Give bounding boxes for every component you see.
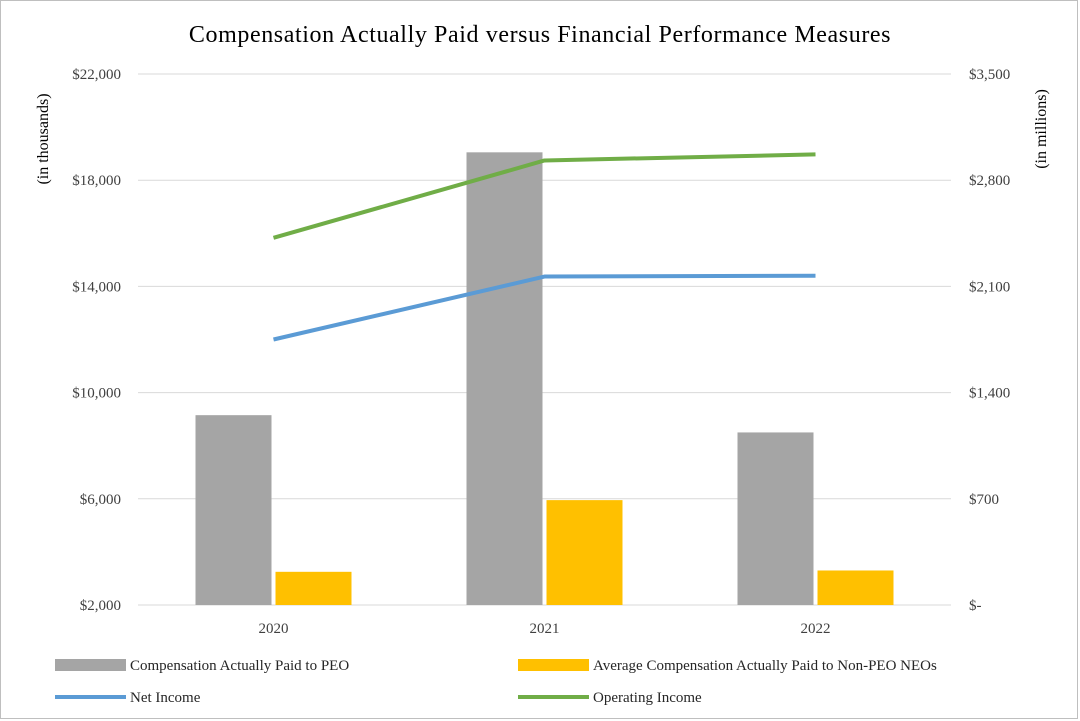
x-tick-label: 2020 [259, 621, 289, 637]
line-operating-income [272, 152, 816, 240]
right-tick-label: $3,500 [969, 67, 1010, 83]
legend-swatch [55, 659, 126, 671]
right-tick-label: $700 [969, 492, 999, 508]
right-axis-title: (in millions) [1033, 89, 1050, 169]
right-tick-label: $1,400 [969, 386, 1010, 402]
bar-non-peo [817, 570, 894, 605]
bar-non-peo [275, 571, 352, 605]
line-net-income [273, 273, 816, 342]
bars [195, 152, 894, 605]
bar-peo [195, 415, 272, 605]
left-tick-label: $14,000 [72, 279, 121, 295]
bar-peo [466, 152, 543, 605]
x-tick-label: 2021 [530, 621, 560, 637]
legend-label: Net Income [130, 690, 201, 706]
legend: Compensation Actually Paid to PEO Average… [55, 658, 937, 706]
left-tick-label: $6,000 [80, 492, 121, 508]
right-tick-label: $- [969, 598, 982, 614]
legend-label: Operating Income [593, 690, 702, 706]
chart-title: Compensation Actually Paid versus Financ… [189, 22, 891, 48]
legend-swatch [518, 659, 589, 671]
legend-label: Average Compensation Actually Paid to No… [593, 658, 937, 674]
bar-non-peo [546, 500, 623, 605]
left-axis-ticks: $2,000 $6,000 $10,000 $14,000 $18,000 $22,000 [72, 67, 121, 614]
left-tick-label: $22,000 [72, 67, 121, 83]
right-tick-label: $2,800 [969, 173, 1010, 189]
right-axis-ticks: $- $700 $1,400 $2,100 $2,800 $3,500 [969, 67, 1010, 614]
lines [272, 152, 816, 342]
left-tick-label: $2,000 [80, 598, 121, 614]
left-tick-label: $18,000 [72, 173, 121, 189]
x-tick-label: 2022 [801, 621, 831, 637]
left-axis-title: (in thousands) [35, 93, 52, 184]
right-tick-label: $2,100 [969, 279, 1010, 295]
left-tick-label: $10,000 [72, 386, 121, 402]
bar-peo [737, 432, 814, 605]
gridlines [138, 73, 951, 606]
legend-label: Compensation Actually Paid to PEO [130, 658, 349, 674]
x-axis-ticks: 2020 2021 2022 [259, 621, 831, 637]
